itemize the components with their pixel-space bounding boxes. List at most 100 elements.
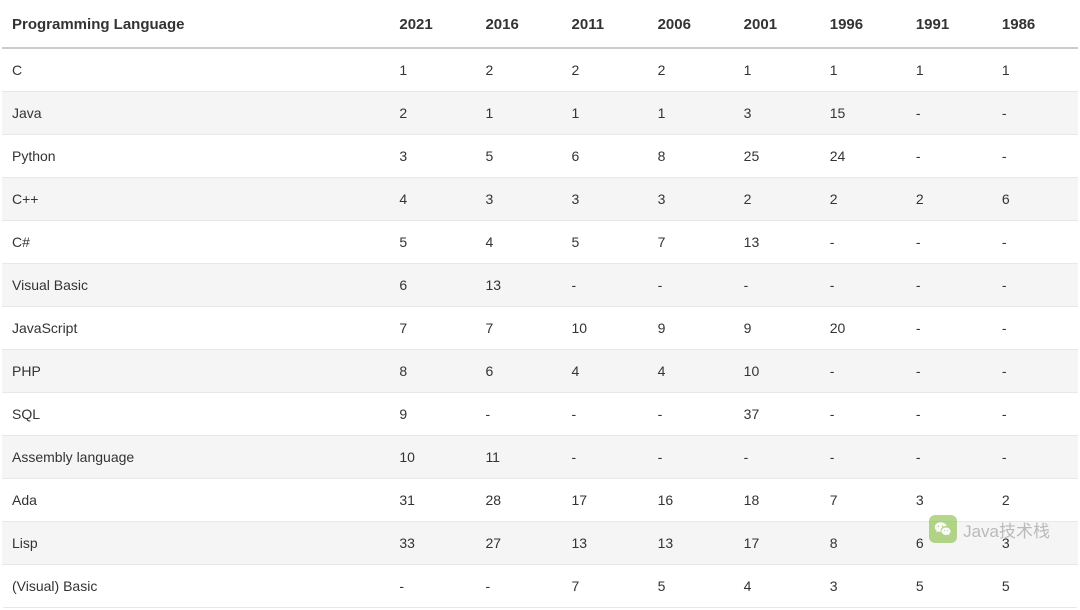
cell-rank: 2 [562,48,648,92]
cell-rank: - [562,436,648,479]
table-row: C12221111 [2,48,1078,92]
cell-rank: 5 [906,565,992,608]
cell-rank: 4 [475,221,561,264]
cell-rank: 25 [734,135,820,178]
table-row: (Visual) Basic--754355 [2,565,1078,608]
cell-rank: 6 [992,178,1078,221]
cell-rank: 6 [562,135,648,178]
cell-rank: - [475,393,561,436]
cell-language: PHP [2,350,389,393]
cell-language: C# [2,221,389,264]
cell-rank: 3 [906,479,992,522]
table-row: Java2111315-- [2,92,1078,135]
cell-rank: 1 [389,48,475,92]
cell-rank: 2 [389,92,475,135]
cell-rank: 5 [648,565,734,608]
cell-rank: 31 [389,479,475,522]
cell-rank: 2 [648,48,734,92]
cell-rank: - [820,264,906,307]
col-header-2001: 2001 [734,2,820,48]
cell-rank: 7 [389,307,475,350]
ranking-table-container: Programming Language 2021 2016 2011 2006… [0,0,1080,610]
cell-rank: 5 [562,221,648,264]
cell-rank: 9 [648,307,734,350]
cell-language: C++ [2,178,389,221]
cell-rank: - [906,350,992,393]
cell-rank: 1 [820,48,906,92]
cell-rank: - [648,436,734,479]
cell-rank: 9 [389,393,475,436]
cell-rank: 6 [389,264,475,307]
cell-rank: - [906,436,992,479]
cell-rank: - [389,565,475,608]
ranking-table: Programming Language 2021 2016 2011 2006… [2,2,1078,608]
cell-rank: 13 [734,221,820,264]
cell-rank: 18 [734,479,820,522]
cell-rank: - [992,393,1078,436]
cell-rank: - [906,135,992,178]
cell-rank: 20 [820,307,906,350]
table-header: Programming Language 2021 2016 2011 2006… [2,2,1078,48]
cell-language: JavaScript [2,307,389,350]
table-row: PHP864410--- [2,350,1078,393]
table-row: C++43332226 [2,178,1078,221]
cell-rank: 13 [475,264,561,307]
col-header-language: Programming Language [2,2,389,48]
cell-rank: 4 [734,565,820,608]
cell-rank: 9 [734,307,820,350]
cell-rank: - [734,264,820,307]
cell-rank: 28 [475,479,561,522]
cell-rank: 5 [389,221,475,264]
cell-rank: 7 [820,479,906,522]
cell-rank: 4 [389,178,475,221]
cell-rank: 1 [562,92,648,135]
cell-language: Ada [2,479,389,522]
cell-rank: 8 [648,135,734,178]
cell-rank: - [906,307,992,350]
cell-rank: 2 [475,48,561,92]
col-header-2021: 2021 [389,2,475,48]
cell-rank: 15 [820,92,906,135]
cell-language: Visual Basic [2,264,389,307]
cell-rank: - [992,92,1078,135]
cell-rank: 7 [648,221,734,264]
cell-rank: 1 [734,48,820,92]
cell-rank: 3 [389,135,475,178]
table-row: Python35682524-- [2,135,1078,178]
cell-rank: 8 [389,350,475,393]
cell-rank: 1 [648,92,734,135]
col-header-2016: 2016 [475,2,561,48]
cell-rank: - [906,264,992,307]
cell-rank: - [648,264,734,307]
cell-rank: 5 [475,135,561,178]
cell-rank: 37 [734,393,820,436]
cell-rank: 6 [475,350,561,393]
table-row: Ada3128171618732 [2,479,1078,522]
cell-rank: 6 [906,522,992,565]
cell-rank: 3 [648,178,734,221]
cell-rank: - [820,350,906,393]
cell-rank: - [820,393,906,436]
cell-rank: 4 [648,350,734,393]
cell-rank: 8 [820,522,906,565]
cell-rank: 10 [562,307,648,350]
cell-rank: 13 [648,522,734,565]
col-header-1986: 1986 [992,2,1078,48]
cell-rank: - [992,264,1078,307]
cell-rank: 2 [734,178,820,221]
cell-rank: 17 [562,479,648,522]
cell-rank: 10 [389,436,475,479]
cell-rank: 3 [562,178,648,221]
cell-rank: - [562,264,648,307]
cell-rank: 10 [734,350,820,393]
cell-rank: - [820,221,906,264]
cell-rank: 2 [992,479,1078,522]
cell-rank: 1 [475,92,561,135]
cell-rank: - [992,436,1078,479]
table-row: Visual Basic613------ [2,264,1078,307]
cell-rank: - [820,436,906,479]
cell-rank: 33 [389,522,475,565]
cell-rank: 5 [992,565,1078,608]
cell-rank: 13 [562,522,648,565]
cell-rank: 7 [475,307,561,350]
